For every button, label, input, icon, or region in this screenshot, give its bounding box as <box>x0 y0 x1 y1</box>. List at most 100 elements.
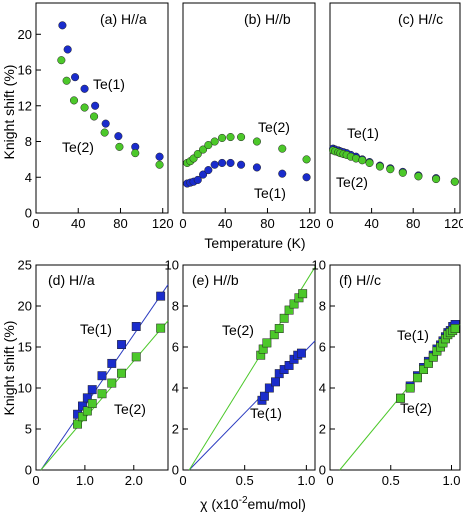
x-tick-label: 80 <box>260 216 274 231</box>
data-point-te2 <box>199 145 208 154</box>
bottom-x-axis-label-suffix: emu/mol) <box>248 496 306 512</box>
series-annotation: Te(2) <box>258 119 290 135</box>
data-point-te2 <box>358 156 367 165</box>
series-annotation: Te(1) <box>347 125 379 141</box>
plot-frame <box>182 264 316 471</box>
data-point-te1 <box>296 348 306 358</box>
y-tick-label: 6 <box>172 340 179 355</box>
y-tick-label: 0 <box>172 463 179 478</box>
data-point-te2 <box>375 162 384 171</box>
data-point-te2 <box>80 103 89 112</box>
y-tick-label: 2 <box>319 422 326 437</box>
data-point-te1 <box>204 166 213 175</box>
y-tick-label: 6 <box>319 340 326 355</box>
panel-title: (c) H//c <box>398 11 443 27</box>
data-point-te2 <box>278 144 287 153</box>
data-point-te2 <box>450 177 459 186</box>
data-point-te1 <box>80 84 89 93</box>
data-point-te1 <box>97 371 107 381</box>
x-tick-label: 1.0 <box>76 473 94 488</box>
panel-1: 0 40 80 120 (b) H//b Te(2) Te(1) <box>179 2 321 231</box>
x-tick-label: 1.0 <box>297 473 315 488</box>
x-tick-label: 40 <box>218 216 232 231</box>
x-tick-label: 0 <box>179 216 186 231</box>
x-tick-label: 120 <box>444 216 463 231</box>
data-point-te2 <box>204 141 213 150</box>
panel-0: 0 40 80 120 0 4 8 12 16 20 (a) H//a Te(1) Te(2) <box>18 2 174 231</box>
data-point-te2 <box>210 137 219 146</box>
data-point-te2 <box>302 155 311 164</box>
data-point-te2 <box>279 313 289 323</box>
series-annotation: Te(2) <box>114 401 146 417</box>
data-point-te2 <box>90 112 99 121</box>
data-point-te1 <box>82 393 92 403</box>
panel-title: (f) H//c <box>339 272 381 288</box>
data-point-te2 <box>100 128 109 137</box>
data-point-te2 <box>398 168 407 177</box>
series-annotation: Te(2) <box>222 322 254 338</box>
data-point-te1 <box>114 132 123 141</box>
y-tick-label: 20 <box>18 27 32 42</box>
panel-title: (b) H//b <box>244 11 291 27</box>
data-point-te1 <box>259 391 269 401</box>
data-point-te2 <box>386 165 395 174</box>
y-tick-label: 25 <box>18 258 32 273</box>
data-point-te2 <box>97 389 107 399</box>
data-point-te2 <box>117 368 127 378</box>
y-tick-label: 8 <box>25 134 32 149</box>
series-annotation: Te(2) <box>336 174 368 190</box>
data-point-te2 <box>69 96 79 105</box>
data-point-te2 <box>269 330 279 340</box>
data-point-te2 <box>156 323 166 333</box>
y-tick-label: 5 <box>25 422 32 437</box>
data-point-te2 <box>57 56 66 65</box>
data-point-te2 <box>226 132 235 142</box>
data-point-te1 <box>302 173 311 182</box>
x-tick-label: 0 <box>32 216 39 231</box>
data-point-te1 <box>63 45 72 54</box>
y-tick-label: 20 <box>18 299 32 314</box>
data-point-te2 <box>262 338 272 348</box>
data-point-te2 <box>419 365 429 375</box>
y-tick-label: 8 <box>172 299 179 314</box>
bottom-y-axis-label: Knight shift (%) <box>1 321 17 416</box>
y-tick-label: 4 <box>25 170 32 185</box>
plot-frame <box>329 264 461 471</box>
data-point-te2 <box>252 137 261 146</box>
series-annotation: Te(1) <box>80 321 112 337</box>
plot-frame <box>35 264 169 471</box>
data-point-te2 <box>107 378 117 388</box>
plot-frame <box>329 2 461 214</box>
data-point-te2 <box>450 324 460 334</box>
y-tick-label: 10 <box>165 258 179 273</box>
data-point-te1 <box>237 160 246 169</box>
x-tick-label: 120 <box>152 216 174 231</box>
data-point-te2 <box>155 160 164 169</box>
y-tick-label: 10 <box>312 258 326 273</box>
panel-2: 0 40 80 120 (c) H//c Te(1) Te(2) <box>326 2 463 231</box>
y-tick-label: 2 <box>172 422 179 437</box>
top-x-axis-label: Temperature (K) <box>204 235 305 251</box>
panel-title: (e) H//b <box>192 272 239 288</box>
y-tick-label: 0 <box>25 206 32 221</box>
data-point-te2 <box>237 132 246 142</box>
data-point-te1 <box>210 160 219 169</box>
y-tick-label: 15 <box>18 340 32 355</box>
data-point-te2 <box>414 172 423 181</box>
data-point-te1 <box>91 101 100 110</box>
x-tick-label: 80 <box>113 216 127 231</box>
panel-3: 0 1.0 2.0 0 5 10 15 20 25 (d) H//a Te(1) Te(2) <box>18 258 169 488</box>
data-point-te2 <box>396 393 405 403</box>
data-point-te1 <box>117 340 127 349</box>
data-point-te1 <box>87 385 97 395</box>
data-point-te1 <box>278 169 287 178</box>
series-annotation: Te(1) <box>397 327 429 343</box>
y-tick-label: 4 <box>319 381 326 396</box>
y-tick-label: 16 <box>18 63 32 78</box>
x-tick-label: 40 <box>364 216 378 231</box>
data-point-te1 <box>71 73 80 82</box>
data-point-te2 <box>87 399 97 409</box>
data-point-te2 <box>423 358 433 368</box>
data-point-te1 <box>58 21 67 30</box>
